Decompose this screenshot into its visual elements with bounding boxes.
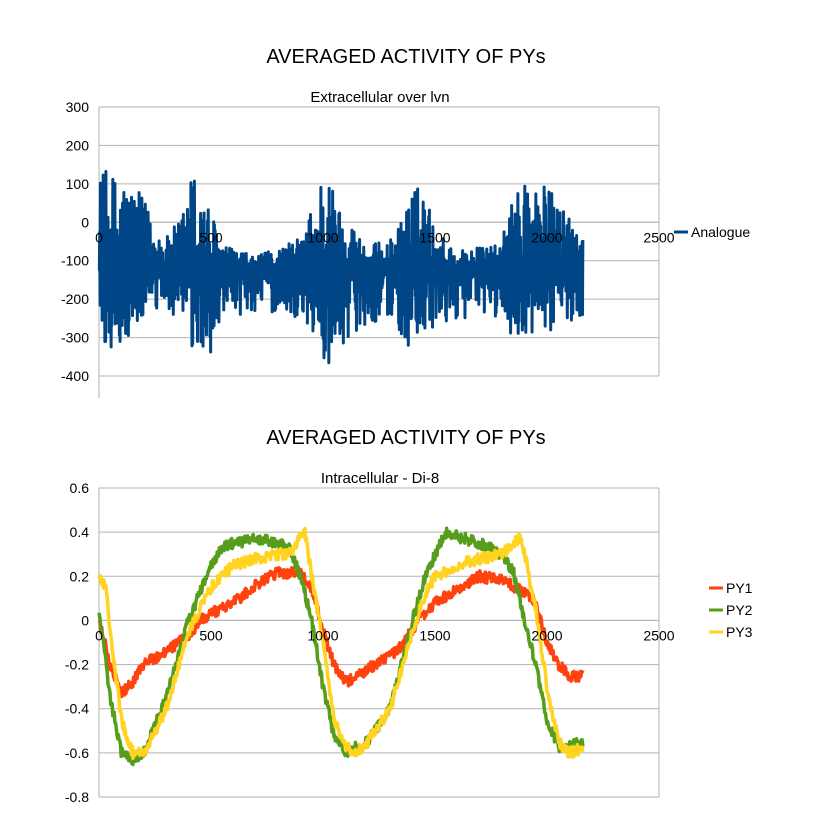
x-tick-label: 500 — [199, 627, 223, 643]
legend-label: PY1 — [726, 580, 753, 596]
x-tick-label: 1000 — [307, 229, 338, 245]
legend-label: PY3 — [726, 624, 753, 640]
series-line-analogue — [97, 169, 585, 365]
chart-2: AVERAGED ACTIVITY OF PYs Intracellular - … — [65, 427, 753, 805]
y-tick-label: 0.4 — [70, 524, 90, 540]
y-tick-label: 0.6 — [70, 480, 90, 496]
y-tick-label: -300 — [61, 330, 89, 346]
y-tick-label: 0 — [81, 612, 89, 628]
x-tick-label: 2000 — [531, 627, 562, 643]
y-tick-label: 0.2 — [70, 568, 90, 584]
chart-title: AVERAGED ACTIVITY OF PYs — [266, 427, 545, 449]
x-tick-label: 1000 — [307, 627, 338, 643]
x-tick-label: 1500 — [419, 229, 450, 245]
x-tick-label: 0 — [95, 229, 103, 245]
y-tick-label: -100 — [61, 253, 89, 269]
chart-1: AVERAGED ACTIVITY OF PYs Extracellular ov… — [61, 46, 750, 398]
y-tick-label: -0.6 — [65, 745, 89, 761]
y-tick-label: -400 — [61, 368, 89, 384]
chart-title: AVERAGED ACTIVITY OF PYs — [266, 46, 545, 68]
y-tick-label: 300 — [66, 99, 90, 115]
series-line-py1 — [97, 565, 585, 699]
y-tick-label: -200 — [61, 291, 89, 307]
x-tick-label: 500 — [199, 229, 223, 245]
x-tick-label: 2000 — [531, 229, 562, 245]
legend-label: PY2 — [726, 602, 753, 618]
x-tick-label: 2500 — [643, 229, 674, 245]
y-tick-label: 200 — [66, 137, 90, 153]
chart-subtitle: Extracellular over lvn — [310, 89, 449, 106]
y-tick-label: -0.4 — [65, 701, 89, 717]
series-line-py3 — [97, 526, 585, 761]
y-tick-label: -0.8 — [65, 789, 89, 805]
x-tick-label: 2500 — [643, 627, 674, 643]
legend-label: Analogue — [691, 224, 750, 240]
y-tick-label: -0.2 — [65, 657, 89, 673]
x-tick-label: 0 — [95, 627, 103, 643]
x-tick-label: 1500 — [419, 627, 450, 643]
y-tick-label: 0 — [81, 214, 89, 230]
y-tick-label: 100 — [66, 176, 90, 192]
chart-subtitle: Intracellular - Di-8 — [321, 470, 439, 487]
